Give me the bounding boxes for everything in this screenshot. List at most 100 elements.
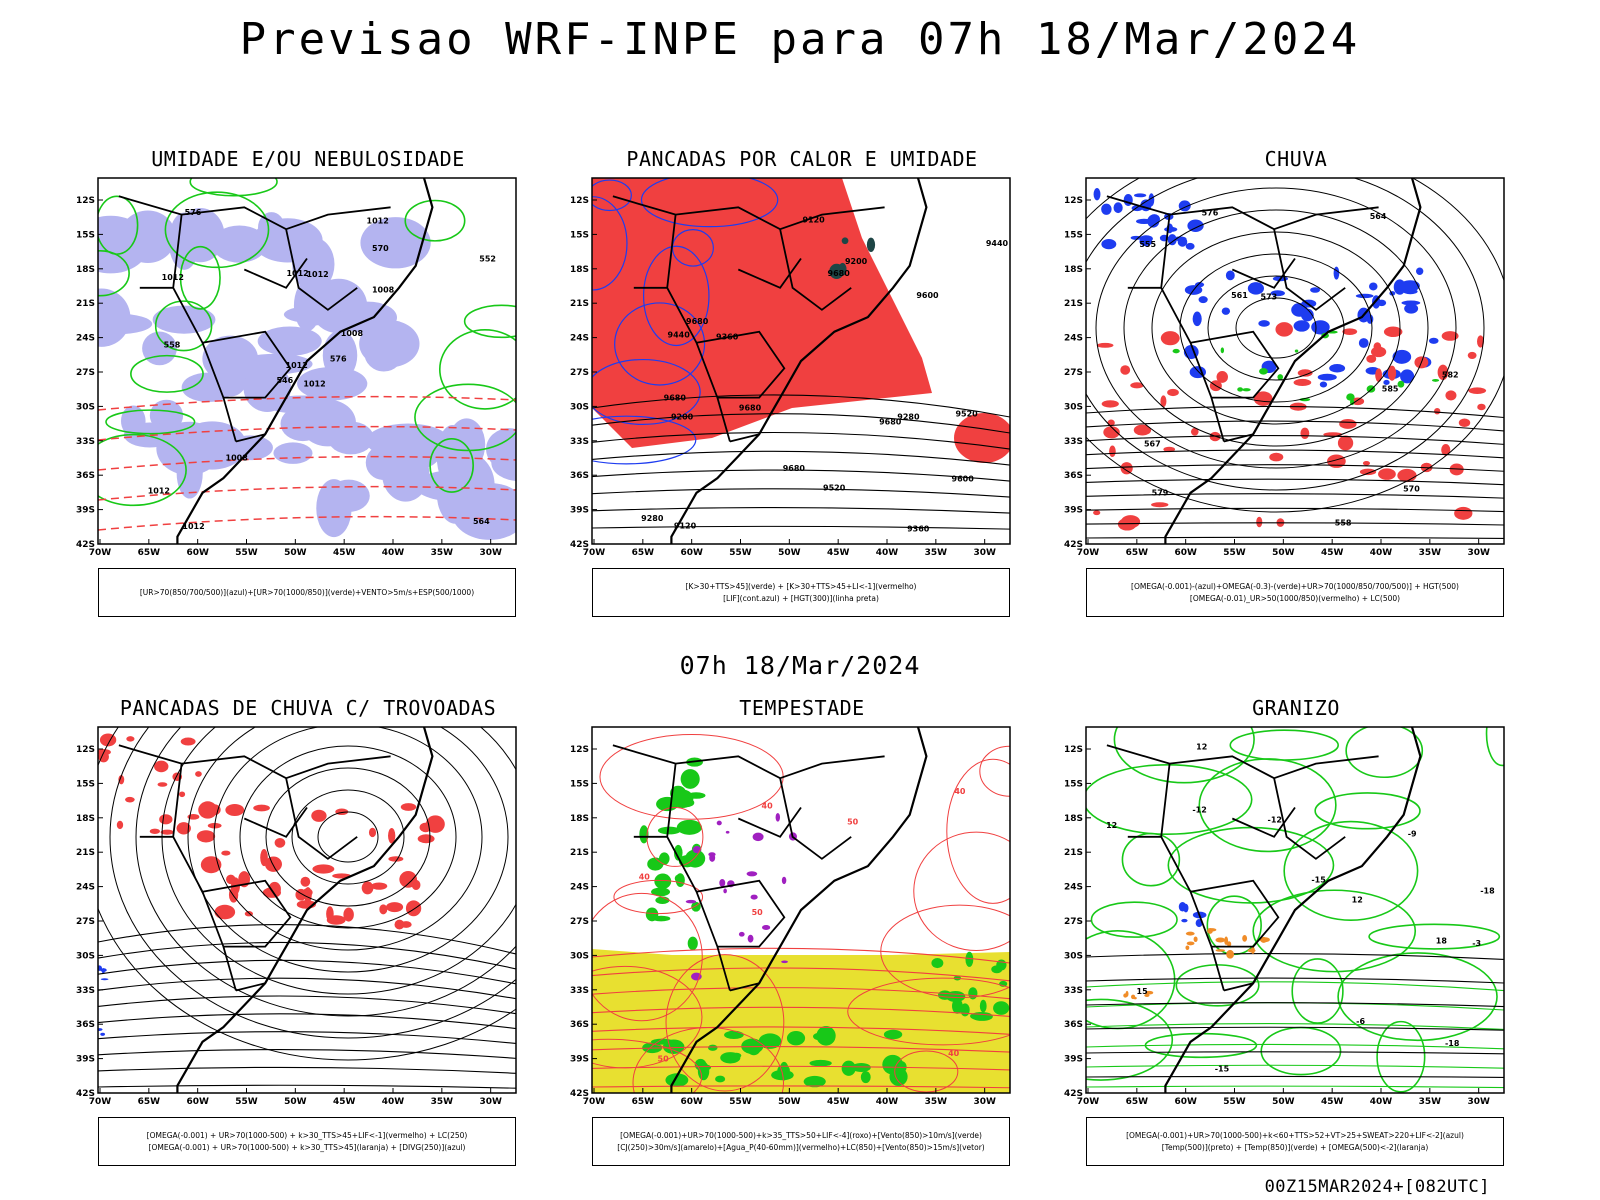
omega-area: [1317, 373, 1337, 381]
precipitable-water-contour: [913, 831, 1010, 951]
lat-label: 21S: [1064, 848, 1083, 858]
streamline: [98, 941, 516, 970]
storm-area: [417, 834, 435, 844]
lat-label: 33S: [76, 437, 95, 447]
isoline-label: 1008: [341, 329, 364, 338]
lat-label: 36S: [570, 1020, 589, 1030]
streamline: [213, 727, 483, 951]
isoline-label: 9120: [802, 216, 825, 225]
country-border: [1190, 879, 1280, 948]
isoline-label: 50: [847, 818, 859, 827]
streamline: [98, 1084, 516, 1089]
lat-label: 18S: [1064, 814, 1083, 824]
rain-area: [1378, 468, 1396, 480]
rain-area: [1366, 354, 1377, 363]
isoline-label: 9600: [952, 475, 975, 484]
isoline-label: 9680: [739, 404, 762, 413]
panel-2-map: 9680 9680 9680 9680 9680 9680 9600 9600 9520 9520…: [570, 177, 1011, 558]
height-isoline: [592, 450, 1010, 466]
lon-label: 35W: [925, 548, 948, 558]
storm-area: [149, 828, 161, 834]
isoline-label: -12: [1268, 815, 1282, 824]
omega-area: [1355, 293, 1374, 299]
isoline-label: 570: [1403, 485, 1420, 494]
panel-2-legend-line-1: [K>30+TTS>45](verde) + [K>30+TTS>45+LI<-…: [685, 581, 917, 591]
panel-3-title: CHUVA: [1264, 147, 1328, 171]
lat-label: 36S: [570, 471, 589, 481]
coastline: [1164, 727, 1422, 1093]
height-isoline: [1086, 478, 1504, 486]
main-title: Previsao WRF-INPE para 07h 18/Mar/2024: [239, 14, 1361, 65]
lon-label: 35W: [431, 548, 454, 558]
storm-area: [379, 904, 388, 915]
lat-label: 42S: [1064, 540, 1083, 550]
streamline: [187, 727, 509, 973]
isoline-label: 9280: [897, 413, 920, 422]
country-border: [1223, 982, 1254, 992]
omega-500-area: [1133, 996, 1137, 1000]
panel-2-title: PANCADAS POR CALOR E UMIDADE: [626, 147, 978, 171]
omega-area: [1333, 266, 1340, 280]
lat-label: 24S: [570, 883, 589, 893]
isoline-label: 9680: [879, 417, 902, 426]
isoline-label: -15: [1215, 1065, 1230, 1074]
lat-label: 15S: [570, 779, 589, 789]
storm-area: [311, 809, 327, 822]
storm-area: [405, 900, 422, 917]
height-isoline: [1086, 178, 1485, 491]
lon-label: 65W: [632, 548, 655, 558]
panel-5-map: 40 40 40 50 50 50 40 12S 15S 18S 21S 24S 27S 30S 33S 36…: [570, 726, 1011, 1107]
streamline: [239, 745, 457, 929]
wind-area: [851, 1062, 871, 1072]
omega-area: [1192, 311, 1202, 327]
wind-area: [952, 998, 963, 1014]
omega-area: [1247, 282, 1265, 295]
rain-area: [1458, 418, 1471, 428]
height-isoline: [592, 394, 1010, 418]
coastline: [670, 178, 928, 544]
map-frame: [591, 726, 1011, 1094]
map-frame: [1085, 726, 1505, 1094]
omega-area: [1093, 188, 1101, 201]
temperature-500-isoline: [1086, 1075, 1504, 1078]
wind-area: [654, 873, 672, 889]
isoline-label: 9680: [783, 464, 806, 473]
lon-label: 45W: [333, 1097, 356, 1107]
storm-area: [196, 830, 216, 843]
lat-label: 30S: [570, 951, 589, 961]
rain-area: [1468, 387, 1487, 394]
streamline: [98, 924, 516, 955]
isoline-label: 561: [1231, 291, 1248, 300]
lon-label: 30W: [1467, 548, 1490, 558]
country-border: [285, 778, 358, 860]
humidity-contour: [98, 433, 187, 507]
storm-area: [388, 828, 396, 844]
humidity-area: [293, 280, 321, 332]
isoline-label: 9680: [686, 317, 709, 326]
rain-area: [1163, 446, 1176, 453]
rain-area: [1297, 369, 1313, 377]
rain-area: [1275, 322, 1293, 337]
rain-area: [1293, 378, 1312, 387]
severe-storm-area: [752, 832, 764, 842]
isoline-label: 1012: [182, 522, 204, 531]
severe-storm-area: [685, 899, 697, 904]
panel-5-title: TEMPESTADE: [739, 696, 865, 720]
storm-area: [425, 815, 445, 833]
omega-area: [1402, 288, 1418, 295]
lat-label: 30S: [570, 402, 589, 412]
humidity-contour: [414, 383, 516, 452]
lon-label: 65W: [1126, 1097, 1149, 1107]
rain-area: [1441, 331, 1459, 341]
lon-label: 30W: [479, 548, 502, 558]
rain-area: [1130, 382, 1144, 389]
omega-area: [1139, 235, 1153, 243]
isoline-label: 576: [330, 355, 347, 364]
divergence-area: [100, 968, 107, 972]
wind-area: [786, 1031, 806, 1046]
lon-label: 45W: [827, 548, 850, 558]
height-isoline: [1086, 178, 1504, 513]
panel-3-legend-line-1: [OMEGA(-0.001)-(azul)+OMEGA(-0.3)-(verde…: [1131, 581, 1459, 591]
streamline: [98, 727, 516, 1061]
severe-storm-area: [738, 931, 745, 937]
